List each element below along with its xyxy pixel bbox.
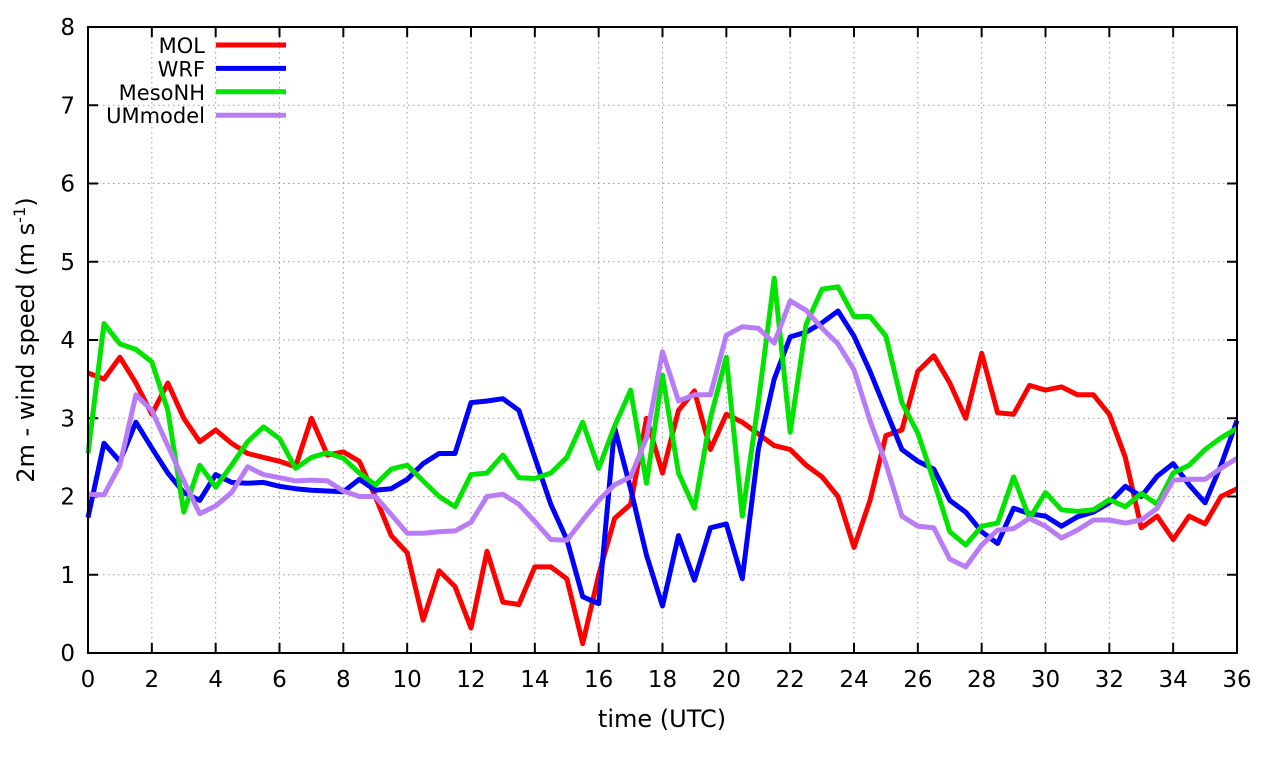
- legend-label-ummodel: UMmodel: [106, 104, 205, 128]
- x-tick-label: 14: [520, 667, 549, 693]
- y-tick-label: 2: [60, 485, 75, 511]
- series-line-wrf: [85, 308, 1240, 609]
- y-tick-label: 4: [60, 328, 75, 354]
- series-line-ummodel: [87, 298, 1239, 570]
- y-tick-label: 7: [60, 93, 75, 119]
- x-tick-label: 4: [208, 667, 223, 693]
- legend-label-wrf: WRF: [158, 57, 205, 81]
- x-tick-label: 12: [456, 667, 485, 693]
- series-line-mesonh: [85, 275, 1239, 548]
- x-tick-label: 18: [648, 667, 677, 693]
- x-tick-label: 22: [776, 667, 805, 693]
- y-tick-label: 8: [60, 15, 75, 41]
- y-tick-label: 5: [60, 250, 75, 276]
- x-tick-label: 16: [584, 667, 613, 693]
- x-tick-label: 24: [839, 667, 868, 693]
- x-tick-label: 26: [903, 667, 932, 693]
- x-tick-label: 6: [272, 667, 287, 693]
- y-tick-label: 3: [60, 406, 75, 432]
- y-axis-label-superscript: -1: [10, 206, 29, 223]
- x-tick-label: 34: [1159, 667, 1188, 693]
- y-tick-label: 6: [60, 172, 75, 198]
- plot-border: [87, 26, 1238, 654]
- y-axis-label: 2m - wind speed (m s-1): [10, 197, 40, 483]
- x-tick-label: 20: [712, 667, 741, 693]
- x-tick-label: 8: [336, 667, 351, 693]
- legend-label-mol: MOL: [159, 34, 206, 58]
- x-tick-label: 32: [1095, 667, 1124, 693]
- y-tick-label: 0: [60, 641, 75, 667]
- x-tick-label: 2: [145, 667, 160, 693]
- x-axis-label: time (UTC): [597, 705, 727, 733]
- x-tick-label: 0: [81, 667, 96, 693]
- y-axis-label-main: 2m - wind speed (m s: [12, 222, 40, 483]
- x-tick-label: 36: [1222, 667, 1251, 693]
- y-tick-label: 1: [60, 563, 75, 589]
- x-tick-label: 10: [393, 667, 422, 693]
- legend-label-mesonh: MesoNH: [119, 81, 205, 105]
- series-line-mol: [87, 350, 1239, 647]
- x-tick-label: 28: [967, 667, 996, 693]
- x-tick-label: 30: [1031, 667, 1060, 693]
- y-axis-label-close: ): [12, 197, 40, 207]
